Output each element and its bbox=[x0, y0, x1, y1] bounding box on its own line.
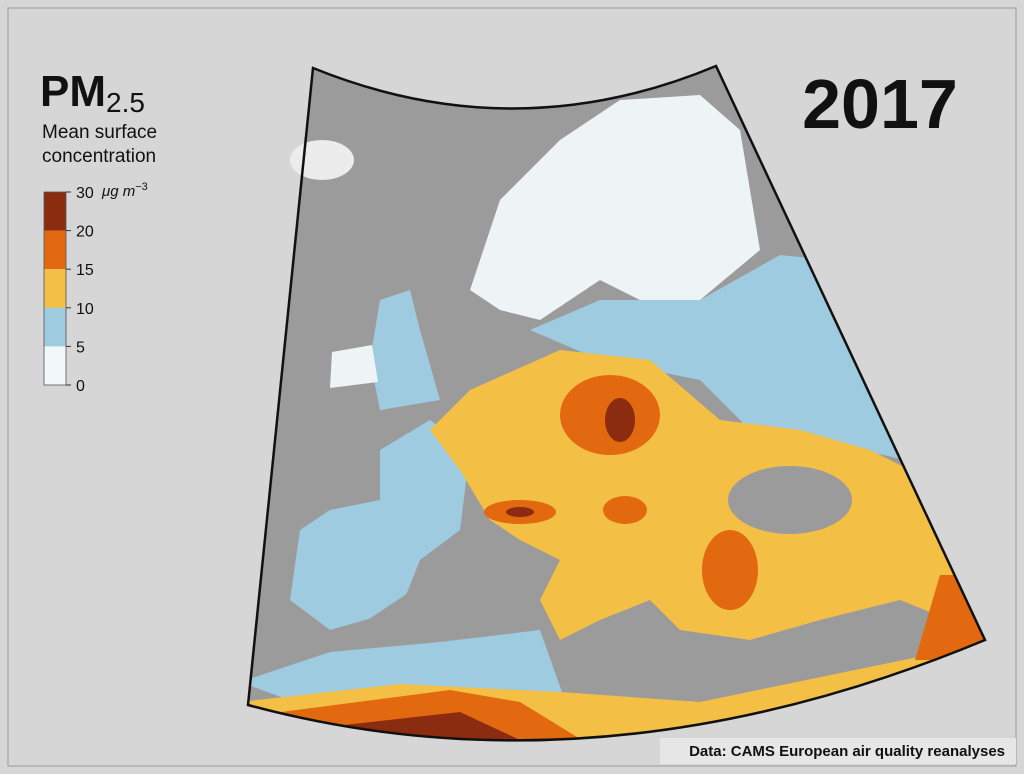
north-africa bbox=[248, 640, 985, 741]
legend-swatch bbox=[44, 230, 66, 270]
title: PM2.5 bbox=[40, 67, 145, 118]
legend-outline bbox=[43, 191, 67, 386]
legend-swatch bbox=[44, 307, 66, 347]
ireland bbox=[330, 345, 378, 388]
britain bbox=[370, 290, 440, 410]
hotspot-core bbox=[605, 398, 635, 442]
unit-power: −3 bbox=[135, 181, 148, 193]
hotspot-core bbox=[506, 507, 534, 517]
map-border bbox=[246, 64, 987, 742]
legend-swatch bbox=[44, 192, 66, 231]
black-sea bbox=[728, 466, 852, 534]
subtitle: Mean surface bbox=[42, 122, 157, 143]
legend-tick-label: 20 bbox=[76, 224, 94, 241]
subtitle: concentration bbox=[42, 146, 156, 167]
legend-swatch bbox=[44, 269, 66, 308]
legend-tick-label: 10 bbox=[76, 301, 94, 318]
map-area bbox=[248, 66, 985, 741]
north-africa-coast bbox=[248, 630, 562, 704]
hotspot bbox=[702, 530, 758, 610]
legend-tick-label: 5 bbox=[76, 339, 85, 356]
legend: 30 20 15 10 5 0 μg m−3 bbox=[43, 181, 148, 395]
frame bbox=[7, 7, 1017, 767]
source-box bbox=[660, 738, 1016, 764]
title-subscript: 2.5 bbox=[106, 87, 145, 118]
hotspot bbox=[603, 496, 647, 524]
west-europe bbox=[290, 420, 470, 630]
title-text: PM bbox=[40, 67, 106, 116]
legend-tick-label: 0 bbox=[76, 378, 85, 395]
legend-unit: μg m−3 bbox=[101, 181, 148, 200]
legend-tick-label: 15 bbox=[76, 262, 94, 279]
legend-swatch bbox=[44, 346, 66, 385]
unit: μg m bbox=[101, 183, 135, 200]
source: Data: CAMS European air quality reanalys… bbox=[689, 743, 1005, 760]
region-low bbox=[470, 95, 760, 320]
legend-tick-label: 30 bbox=[76, 185, 94, 202]
iceland bbox=[290, 140, 354, 180]
year: 2017 bbox=[802, 65, 958, 143]
